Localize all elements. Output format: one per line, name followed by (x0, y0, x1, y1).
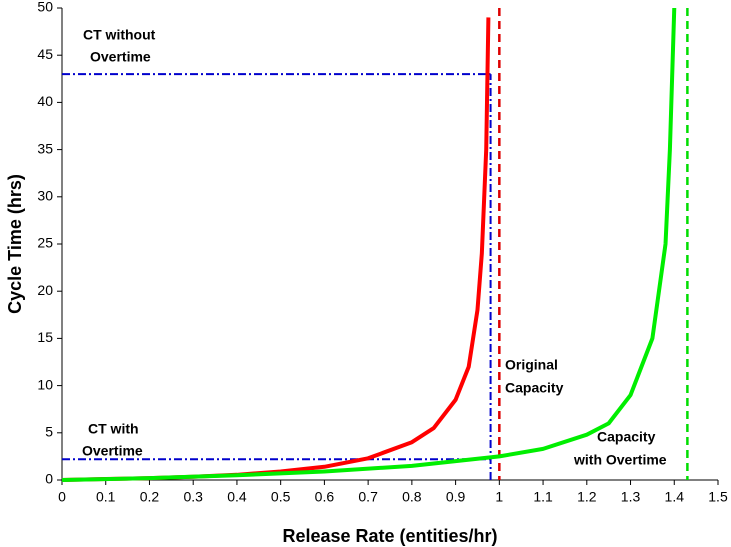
x-tick-label: 0.4 (227, 489, 247, 505)
y-tick-label: 0 (45, 471, 53, 487)
x-tick-label: 1.1 (533, 489, 553, 505)
annotation: Capacity (505, 380, 564, 396)
x-tick-label: 0 (58, 489, 66, 505)
y-tick-label: 50 (37, 0, 53, 15)
annotation: CT without (83, 27, 156, 43)
x-tick-label: 1 (495, 489, 503, 505)
y-tick-label: 5 (45, 424, 53, 440)
x-tick-label: 0.2 (140, 489, 160, 505)
y-tick-label: 20 (37, 282, 53, 298)
x-tick-label: 1.5 (708, 489, 728, 505)
x-tick-label: 1.3 (621, 489, 641, 505)
x-tick-label: 0.6 (315, 489, 335, 505)
series-line (61, 17, 491, 482)
x-tick-label: 0.8 (402, 489, 422, 505)
y-tick-label: 25 (37, 235, 53, 251)
series-line (61, 7, 677, 482)
x-axis-label: Release Rate (entities/hr) (282, 526, 497, 546)
y-axis-label: Cycle Time (hrs) (5, 174, 25, 314)
annotation: Capacity (597, 429, 656, 445)
x-tick-label: 0.7 (358, 489, 378, 505)
y-tick-label: 30 (37, 188, 53, 204)
y-tick-label: 15 (37, 329, 53, 345)
annotation: with Overtime (573, 452, 667, 468)
y-tick-label: 40 (37, 93, 53, 109)
x-tick-label: 0.3 (183, 489, 203, 505)
x-tick-label: 0.1 (96, 489, 116, 505)
x-tick-label: 0.9 (446, 489, 466, 505)
x-tick-label: 1.4 (665, 489, 685, 505)
y-tick-label: 10 (37, 376, 53, 392)
x-tick-label: 1.2 (577, 489, 597, 505)
y-tick-label: 45 (37, 46, 53, 62)
annotation: Original (505, 357, 558, 373)
annotation: Overtime (82, 443, 143, 459)
y-tick-label: 35 (37, 140, 53, 156)
x-tick-label: 0.5 (271, 489, 291, 505)
annotation: CT with (88, 421, 139, 437)
annotation: Overtime (90, 49, 151, 65)
